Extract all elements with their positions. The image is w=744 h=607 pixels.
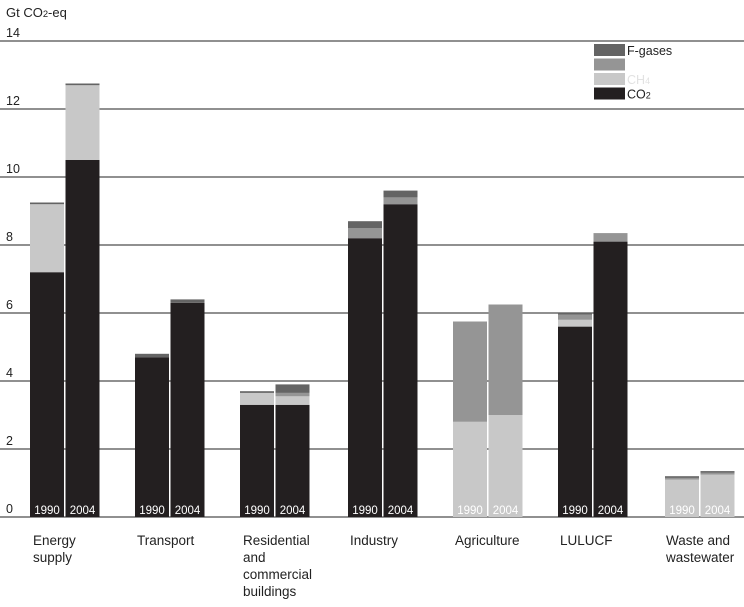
year-label: 1990	[457, 505, 483, 517]
year-label: 1990	[352, 505, 378, 517]
y-tick-label: 4	[6, 366, 13, 380]
bar-segment-ch4	[558, 319, 592, 327]
bar-segment-co2	[170, 302, 205, 517]
y-tick-label: 6	[6, 298, 13, 312]
bar-segment-co2	[240, 404, 274, 517]
y-tick-label: 14	[6, 26, 20, 40]
bar-segment-n2o	[558, 314, 592, 320]
year-label: 2004	[175, 505, 201, 517]
bar-group: 1990 2004 1990 2004 1990 2004 1990 2004 1990 2004…	[30, 83, 735, 517]
bar-segment-n2o	[488, 304, 523, 415]
year-label: 2004	[598, 505, 624, 517]
y-tick-label: 8	[6, 230, 13, 244]
legend-swatch	[594, 87, 625, 100]
year-label: 1990	[34, 505, 60, 517]
bar-segment-co2	[558, 326, 592, 517]
category-label: Agriculture	[455, 533, 520, 548]
bar-segment-co2	[65, 160, 100, 517]
legend-swatch	[594, 58, 625, 71]
bar-segment-ch4	[488, 415, 523, 517]
bar-segment-f-gases	[170, 299, 205, 303]
year-label: 2004	[705, 505, 731, 517]
legend-swatch	[594, 44, 625, 56]
bar-segment-ch4	[453, 421, 487, 517]
year-label: 2004	[70, 505, 96, 517]
bar-segment-co2	[275, 404, 310, 517]
bar-segment-n2o	[665, 477, 699, 480]
bar-segment-ch4	[275, 396, 310, 405]
bar-segment-n2o	[383, 197, 418, 205]
bar-segment-f-gases	[30, 202, 64, 205]
legend-label: F-gases	[627, 44, 672, 58]
y-tick-label: 0	[6, 502, 13, 516]
bar-segment-ch4	[700, 474, 735, 517]
legend-label: N2O	[627, 59, 651, 73]
bar-segment-f-gases	[700, 471, 735, 473]
year-label: 1990	[244, 505, 270, 517]
bar-segment-n2o	[453, 321, 487, 422]
legend-swatch	[594, 73, 625, 85]
bar-segment-ch4	[30, 204, 64, 273]
category-label: LULUCF	[560, 533, 613, 548]
year-label: 2004	[280, 505, 306, 517]
legend-label: CH4	[627, 73, 650, 87]
category-label: Energy supply	[33, 533, 76, 565]
bar-segment-f-gases	[240, 391, 274, 393]
bar-segment-co2	[30, 272, 64, 517]
bar-segment-co2	[135, 357, 169, 517]
year-label: 1990	[562, 505, 588, 517]
bar-segment-n2o	[348, 228, 382, 239]
year-label: 1990	[669, 505, 695, 517]
bar-segment-f-gases	[383, 190, 418, 198]
bar-segment-f-gases	[665, 476, 699, 478]
bar-segment-co2	[593, 241, 628, 517]
y-tick-label: 2	[6, 434, 13, 448]
year-label: 2004	[493, 505, 519, 517]
bar-segment-f-gases	[65, 83, 100, 86]
y-tick-label: 10	[6, 162, 20, 176]
y-axis-unit-label: Gt CO2-eq	[6, 5, 67, 20]
y-tick-label: 12	[6, 94, 20, 108]
bar-segment-ch4	[65, 85, 100, 160]
bar-segment-f-gases	[135, 353, 169, 358]
bar-segment-n2o	[275, 392, 310, 397]
bar-segment-co2	[383, 204, 418, 517]
category-labels: Energy supply Transport Residential and comme…	[33, 533, 735, 599]
bar-segment-f-gases	[558, 313, 592, 315]
category-label: Residential and commercial buildings	[243, 533, 312, 599]
year-label: 2004	[388, 505, 414, 517]
category-label: Industry	[350, 533, 398, 548]
category-label: Waste and wastewater	[665, 533, 735, 565]
bar-segment-n2o	[700, 472, 735, 475]
bar-segment-f-gases	[275, 384, 310, 393]
bar-segment-ch4	[665, 479, 699, 517]
legend-label: CO2	[627, 88, 651, 102]
bar-segment-f-gases	[348, 221, 382, 228]
bar-segment-n2o	[593, 233, 628, 242]
bar-segment-co2	[348, 238, 382, 517]
year-label: 1990	[139, 505, 165, 517]
bar-segment-ch4	[240, 392, 274, 405]
category-label: Transport	[137, 533, 195, 548]
